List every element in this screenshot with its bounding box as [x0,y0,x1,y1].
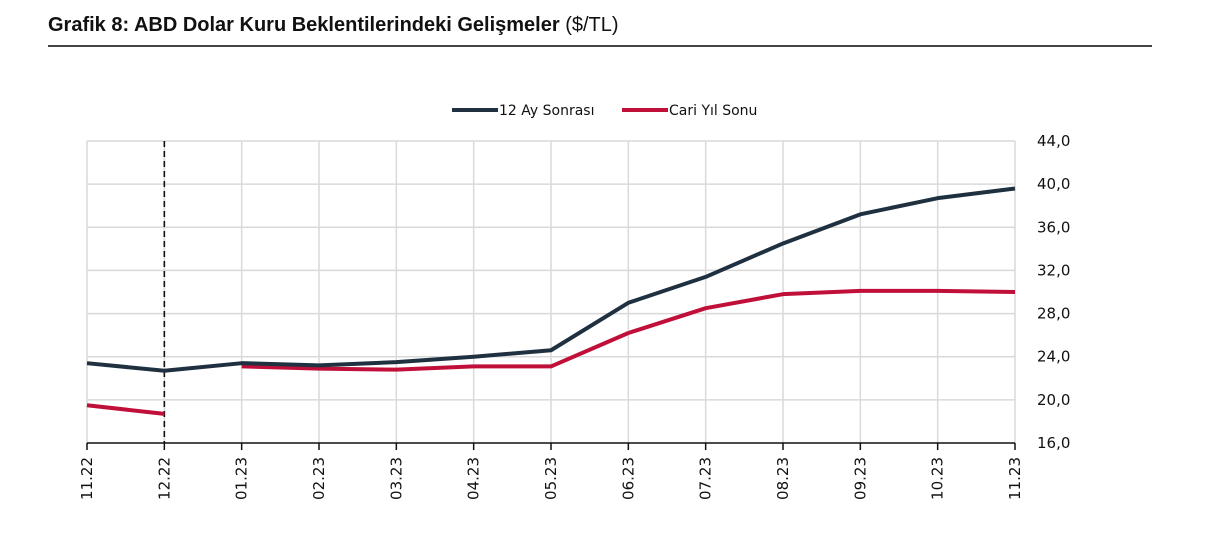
x-tick-label: 05.23 [542,457,560,500]
x-tick-label: 10.23 [929,457,947,500]
chart-title: Grafik 8: ABD Dolar Kuru Beklentilerinde… [48,14,619,37]
title-underline [48,45,1152,47]
x-tick-label: 11.22 [78,457,96,500]
x-tick-label: 11.23 [1006,457,1024,500]
data-series [86,186,1016,416]
x-tick-label: 08.23 [774,457,792,500]
chart-title-main: Grafik 8: ABD Dolar Kuru Beklentilerinde… [48,14,560,36]
x-tick-label: 04.23 [465,457,483,500]
x-axis [86,442,1016,450]
y-tick-label: 16,0 [1037,434,1070,452]
x-tick-label: 01.23 [233,457,251,500]
y-tick-label: 24,0 [1037,348,1070,366]
x-tick-label: 09.23 [851,457,869,500]
x-tick-label: 06.23 [619,457,637,500]
y-tick-label: 28,0 [1037,305,1070,323]
legend-label: Cari Yıl Sonu [669,103,757,119]
chart-title-unit: ($/TL) [565,14,619,36]
y-tick-label: 36,0 [1037,218,1070,236]
series-line-cari-yıl-sonu [86,403,165,416]
y-tick-label: 40,0 [1037,175,1070,193]
legend: 12 Ay Sonrası Cari Yıl Sonu [452,103,757,119]
x-tick-label: 03.23 [387,457,405,500]
x-tick-label: 02.23 [310,457,328,500]
x-tick-label: 12.22 [155,457,173,500]
y-axis-labels: 16,0 20,0 24,0 28,0 32,0 36,0 40,0 44,0 [1037,132,1070,452]
y-tick-label: 44,0 [1037,132,1070,150]
y-tick-label: 20,0 [1037,391,1070,409]
y-tick-label: 32,0 [1037,261,1070,279]
x-axis-labels: 11.22 12.22 01.23 02.23 03.23 04.23 05.23 06.23… [78,457,1024,500]
x-tick-label: 07.23 [697,457,715,500]
series-line-12-ay-sonrası [86,186,1016,373]
legend-label: 12 Ay Sonrası [499,103,594,119]
series-line-cari-yıl-sonu [241,288,1016,372]
